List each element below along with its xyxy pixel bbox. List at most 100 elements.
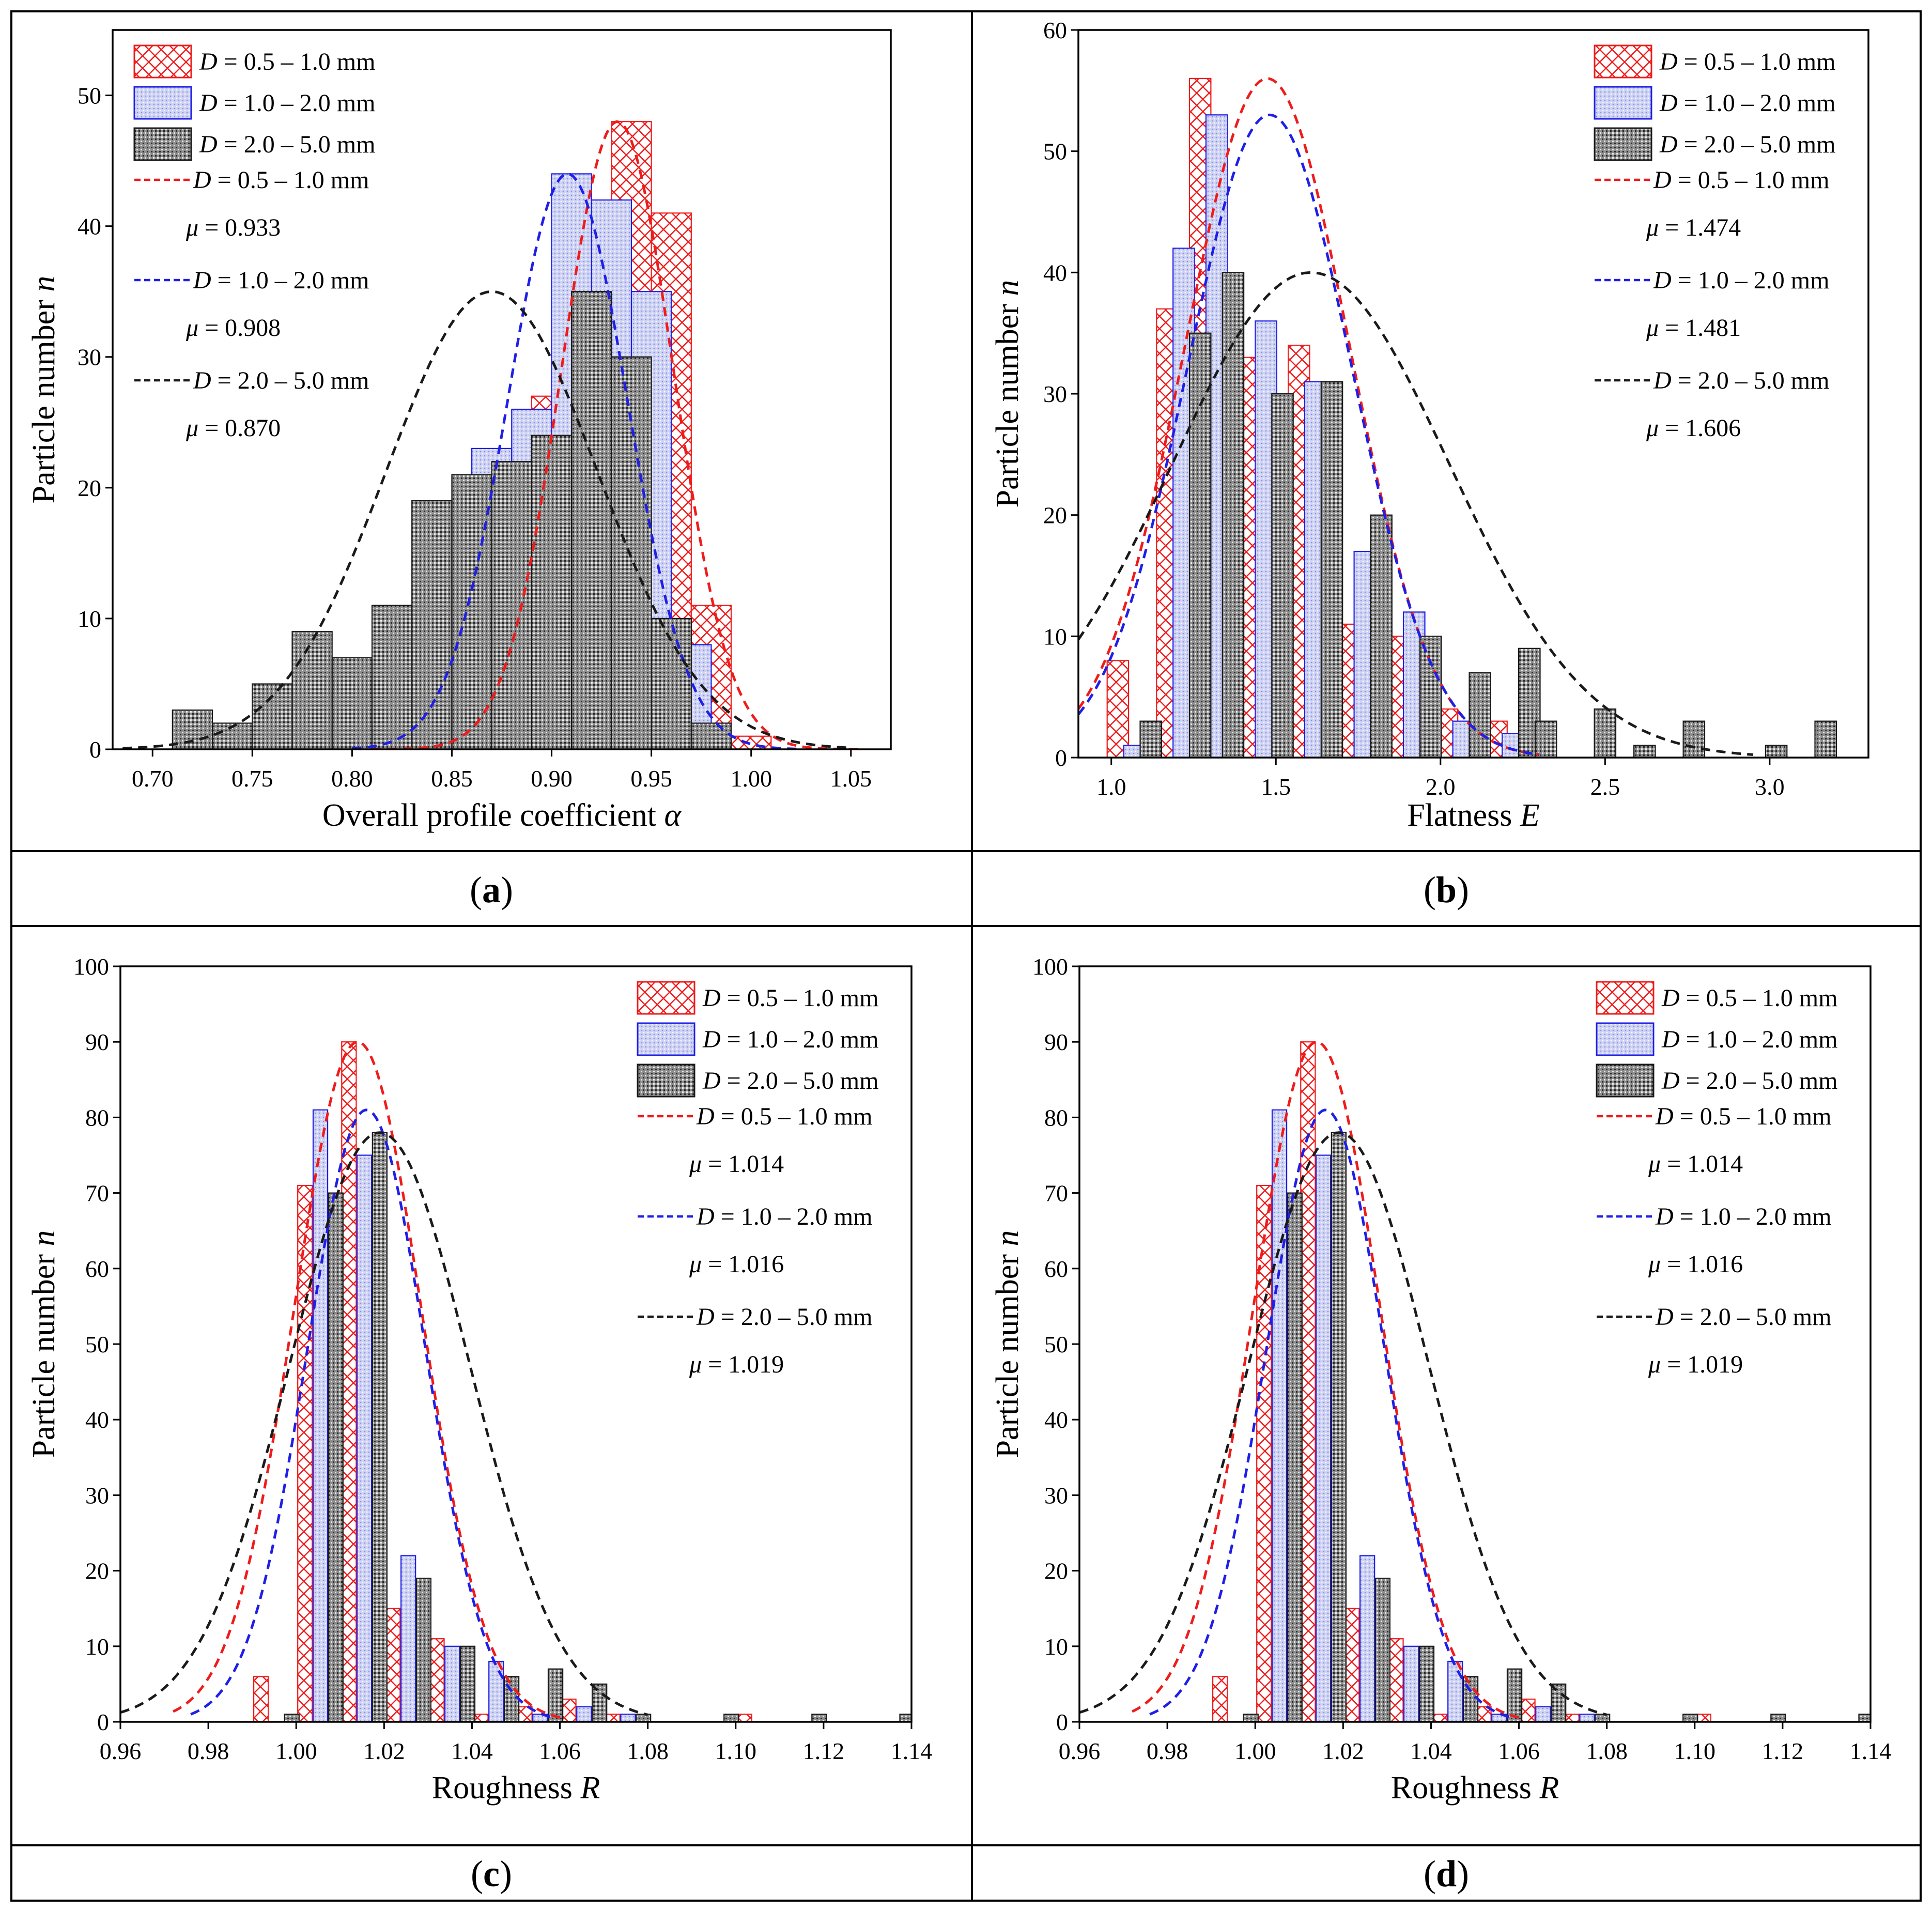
bar: [1506, 1668, 1523, 1722]
legend-mu-value-2: μ = 1.481: [1646, 314, 1741, 342]
y-tick-label: 10: [1043, 623, 1067, 650]
bar: [1633, 745, 1656, 758]
fit-curve-series-1: [172, 1040, 561, 1719]
bar: [611, 356, 652, 749]
x-tick-label: 1.5: [1261, 774, 1291, 800]
chart-panel-b: 1.0 1.5 2.0 2.5 3.0 0 10 20 30 40 50 60 Flatness E Pa…: [990, 17, 1869, 833]
x-tick-label: 0.96: [1059, 1738, 1101, 1764]
fit-curve-series-1: [1131, 1040, 1520, 1719]
x-tick-label: 1.12: [803, 1738, 845, 1764]
bar: [172, 709, 213, 749]
y-tick-label: 80: [1044, 1104, 1068, 1131]
legend: D = 0.5 – 1.0 mm D = 1.0 – 2.0 mm D = 2.0 …: [1594, 44, 1835, 442]
bar: [291, 631, 333, 749]
y-tick-label: 80: [85, 1104, 109, 1131]
bar: [1419, 636, 1442, 758]
bar: [1315, 1154, 1332, 1722]
bar: [690, 722, 732, 749]
x-tick-label: 1.00: [730, 765, 772, 792]
series-2-bars: [1271, 1109, 1595, 1722]
bar: [371, 605, 413, 749]
y-tick-label: 50: [1044, 1331, 1068, 1358]
y-tick-label: 20: [85, 1558, 109, 1584]
bar: [1682, 720, 1706, 758]
bar: [1579, 1714, 1595, 1722]
x-tick-label: 1.00: [275, 1738, 317, 1764]
bar: [253, 1676, 269, 1722]
bar: [1403, 1645, 1419, 1722]
bar: [1814, 720, 1837, 758]
bar: [451, 474, 492, 749]
legend-bar-label-1: D = 0.5 – 1.0 mm: [1659, 48, 1835, 75]
bar: [605, 1714, 621, 1722]
bar: [561, 1699, 577, 1722]
legend-line-label-1: D = 0.5 – 1.0 mm: [1653, 166, 1829, 194]
legend-bar-label-2: D = 1.0 – 2.0 mm: [1659, 89, 1835, 117]
bar: [1447, 1660, 1463, 1722]
bar: [1320, 381, 1343, 758]
chart-panel-d: 0.96 0.98 1.00 1.02 1.04 1.06 1.08 1.10 1.12 1.14…: [990, 953, 1891, 1806]
y-tick-label: 0: [1056, 1709, 1068, 1735]
bar: [1564, 1714, 1580, 1722]
legend-bar-label-1: D = 0.5 – 1.0 mm: [1661, 984, 1837, 1012]
legend: D = 0.5 – 1.0 mm D = 1.0 – 2.0 mm D = 2.0 …: [1596, 981, 1837, 1378]
y-tick-label: 30: [78, 344, 101, 371]
bar: [385, 1608, 401, 1722]
legend-bar-label-1: D = 0.5 – 1.0 mm: [702, 984, 878, 1012]
legend-mu-value-2: μ = 1.016: [1648, 1251, 1743, 1278]
bar: [400, 1555, 416, 1722]
y-tick-label: 30: [1044, 1482, 1068, 1508]
x-tick-label: 1.0: [1096, 774, 1126, 800]
fit-curve-series-1: [372, 120, 861, 749]
legend-bar-label-2: D = 1.0 – 2.0 mm: [1661, 1026, 1837, 1053]
bar: [473, 1714, 489, 1722]
bar: [312, 1109, 329, 1722]
y-tick-label: 90: [85, 1029, 109, 1055]
fit-curve-series-2: [352, 172, 801, 749]
y-tick-label: 10: [1044, 1633, 1068, 1660]
x-tick-label: 1.12: [1762, 1738, 1804, 1764]
legend-mu-value-2: μ = 0.908: [186, 314, 281, 342]
y-tick-label: 60: [1043, 17, 1067, 43]
bar: [1331, 1132, 1347, 1722]
bar: [1520, 1699, 1536, 1722]
legend-bar-label-2: D = 1.0 – 2.0 mm: [702, 1026, 878, 1053]
legend-mu-value-2: μ = 1.016: [689, 1251, 784, 1278]
legend-line-label-2: D = 1.0 – 2.0 mm: [1655, 1203, 1831, 1230]
y-tick-label: 30: [85, 1482, 109, 1508]
panel-caption-a: (a): [470, 869, 513, 911]
series-3-bars: [1243, 1132, 1871, 1722]
y-tick-label: 20: [1044, 1558, 1068, 1584]
y-tick-label: 60: [85, 1256, 109, 1282]
fit-curve-series-3: [1078, 271, 1754, 756]
bar: [444, 1645, 460, 1722]
bar: [1106, 660, 1130, 758]
legend-mu-value-1: μ = 0.933: [186, 214, 281, 241]
y-tick-label: 50: [85, 1331, 109, 1358]
bar: [736, 1714, 753, 1722]
x-tick-label: 0.95: [630, 765, 672, 792]
legend-mu-value-3: μ = 1.606: [1646, 414, 1741, 442]
fit-curve-series-3: [122, 290, 851, 749]
legend-swatch-3: [1596, 1063, 1655, 1098]
y-tick-label: 60: [1044, 1256, 1068, 1282]
legend-line-label-2: D = 1.0 – 2.0 mm: [193, 267, 369, 294]
panel-caption-d: (d): [1424, 1853, 1469, 1894]
fit-curve-series-2: [1078, 113, 1540, 756]
legend-swatch-1: [1594, 44, 1652, 79]
bar: [531, 435, 573, 749]
bar: [341, 1041, 357, 1722]
x-axis-label: Roughness R: [432, 1770, 600, 1806]
bar: [1188, 332, 1212, 758]
legend-bar-label-3: D = 2.0 – 5.0 mm: [199, 131, 375, 158]
outer-frame: [10, 10, 1922, 1902]
y-tick-label: 50: [1043, 138, 1067, 165]
bar: [1344, 1608, 1360, 1722]
bar: [356, 1154, 373, 1722]
bar: [723, 1714, 739, 1722]
x-tick-label: 1.04: [451, 1738, 493, 1764]
y-tick-label: 90: [1044, 1029, 1068, 1055]
x-tick-label: 0.96: [100, 1738, 142, 1764]
y-tick-label: 100: [73, 953, 109, 980]
